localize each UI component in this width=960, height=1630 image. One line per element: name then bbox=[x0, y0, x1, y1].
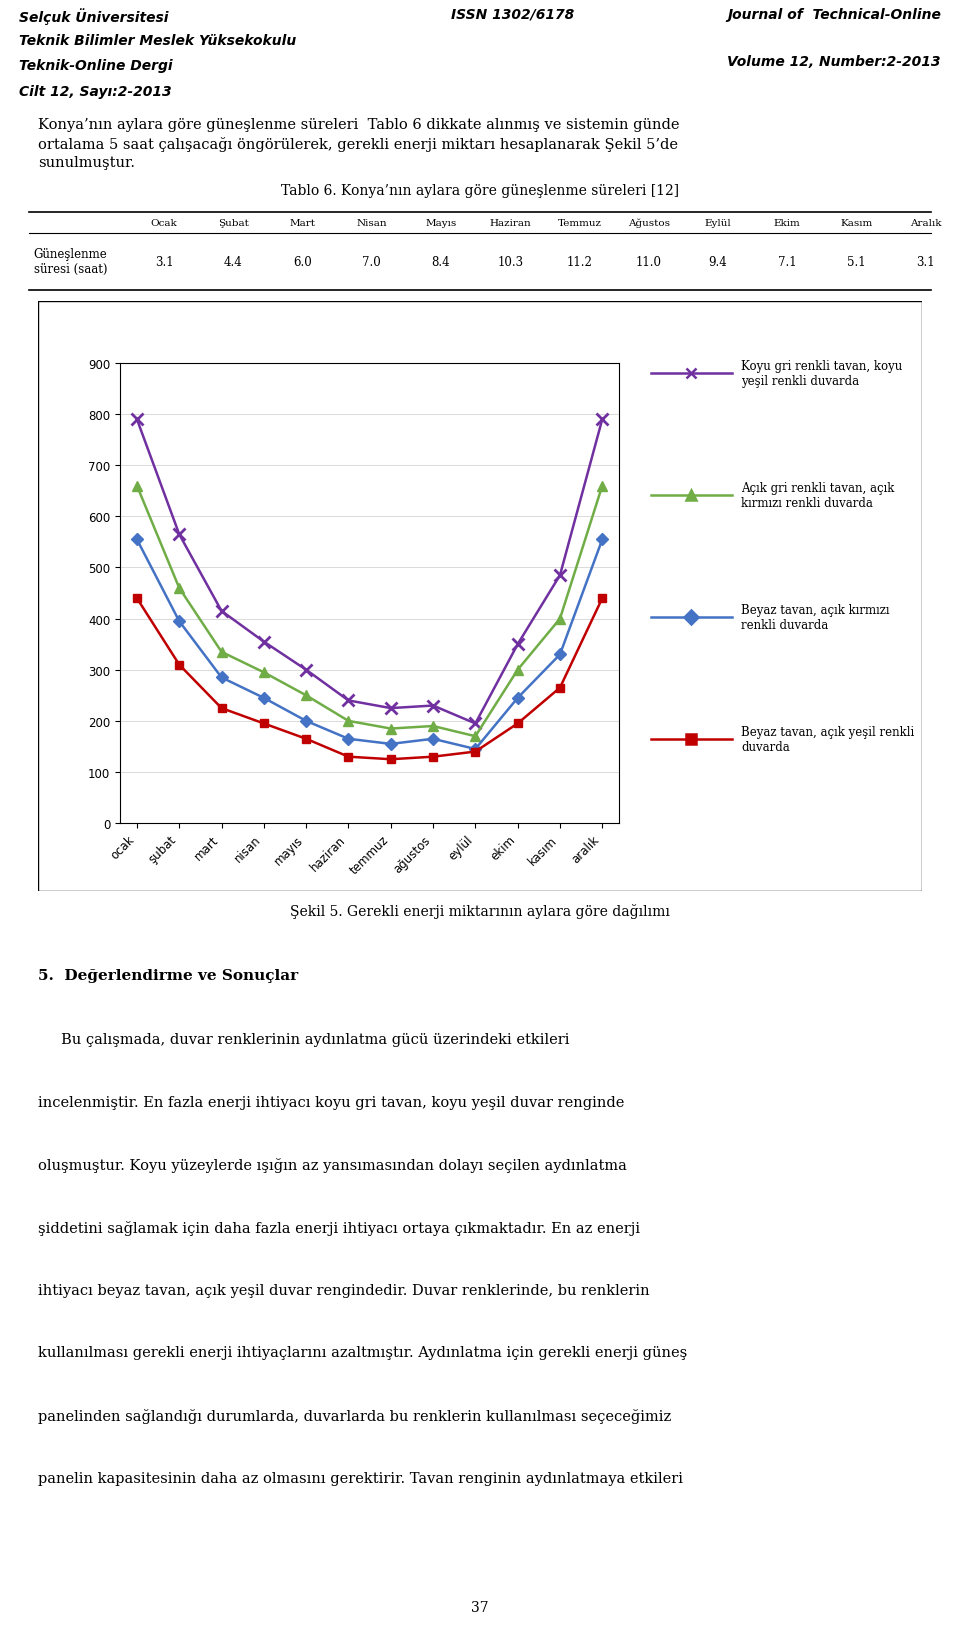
Text: 7.1: 7.1 bbox=[778, 256, 796, 269]
Text: sunulmuştur.: sunulmuştur. bbox=[38, 155, 135, 170]
Text: Beyaz tavan, açık kırmızı
renkli duvarda: Beyaz tavan, açık kırmızı renkli duvarda bbox=[741, 603, 890, 632]
Text: 3.1: 3.1 bbox=[155, 256, 174, 269]
Text: Koyu gri renkli tavan, koyu
yeşil renkli duvarda: Koyu gri renkli tavan, koyu yeşil renkli… bbox=[741, 360, 902, 388]
Text: Ekim: Ekim bbox=[774, 218, 801, 228]
Text: 3.1: 3.1 bbox=[916, 256, 935, 269]
Text: panelinden sağlandığı durumlarda, duvarlarda bu renklerin kullanılması seçeceğim: panelinden sağlandığı durumlarda, duvarl… bbox=[38, 1408, 672, 1423]
Text: Güneşlenme: Güneşlenme bbox=[34, 248, 108, 261]
Text: 6.0: 6.0 bbox=[293, 256, 312, 269]
Text: 7.0: 7.0 bbox=[363, 256, 381, 269]
Text: Mayıs: Mayıs bbox=[425, 218, 457, 228]
Text: Eylül: Eylül bbox=[705, 218, 732, 228]
Text: Konya’nın aylara göre güneşlenme süreleri  Tablo 6 dikkate alınmış ve sistemin g: Konya’nın aylara göre güneşlenme süreler… bbox=[38, 117, 680, 132]
Text: Mart: Mart bbox=[290, 218, 316, 228]
Text: Nisan: Nisan bbox=[356, 218, 387, 228]
Text: şiddetini sağlamak için daha fazla enerji ihtiyacı ortaya çıkmaktadır. En az ene: şiddetini sağlamak için daha fazla enerj… bbox=[38, 1221, 640, 1236]
Text: Bu çalışmada, duvar renklerinin aydınlatma gücü üzerindeki etkileri: Bu çalışmada, duvar renklerinin aydınlat… bbox=[38, 1032, 570, 1046]
Text: 11.0: 11.0 bbox=[636, 256, 661, 269]
Text: Cilt 12, Sayı:2-2013: Cilt 12, Sayı:2-2013 bbox=[19, 85, 172, 99]
Text: süresi (saat): süresi (saat) bbox=[34, 262, 108, 275]
Text: Beyaz tavan, açık yeşil renkli
duvarda: Beyaz tavan, açık yeşil renkli duvarda bbox=[741, 725, 915, 755]
Text: Haziran: Haziran bbox=[490, 218, 531, 228]
Text: Ağustos: Ağustos bbox=[628, 218, 670, 228]
Text: 5.  Değerlendirme ve Sonuçlar: 5. Değerlendirme ve Sonuçlar bbox=[38, 968, 299, 983]
Text: Teknik-Online Dergi: Teknik-Online Dergi bbox=[19, 59, 173, 73]
Text: 9.4: 9.4 bbox=[708, 256, 727, 269]
Text: Tablo 6. Konya’nın aylara göre güneşlenme süreleri [12]: Tablo 6. Konya’nın aylara göre güneşlenm… bbox=[281, 184, 679, 199]
Text: ortalama 5 saat çalışacağı öngörülerek, gerekli enerji miktarı hesaplanarak Şeki: ortalama 5 saat çalışacağı öngörülerek, … bbox=[38, 137, 679, 152]
Text: panelin kapasitesinin daha az olmasını gerektirir. Tavan renginin aydınlatmaya e: panelin kapasitesinin daha az olmasını g… bbox=[38, 1470, 684, 1485]
Text: Şekil 5. Gerekli enerji miktarının aylara göre dağılımı: Şekil 5. Gerekli enerji miktarının aylar… bbox=[290, 905, 670, 919]
Text: 8.4: 8.4 bbox=[432, 256, 450, 269]
Text: Volume 12, Number:2-2013: Volume 12, Number:2-2013 bbox=[728, 55, 941, 68]
Text: Teknik Bilimler Meslek Yüksekokulu: Teknik Bilimler Meslek Yüksekokulu bbox=[19, 34, 297, 47]
Text: Aralık: Aralık bbox=[910, 218, 941, 228]
Text: 10.3: 10.3 bbox=[497, 256, 523, 269]
Text: 37: 37 bbox=[471, 1601, 489, 1614]
Text: Kasım: Kasım bbox=[840, 218, 873, 228]
Text: oluşmuştur. Koyu yüzeylerde ışığın az yansımasından dolayı seçilen aydınlatma: oluşmuştur. Koyu yüzeylerde ışığın az ya… bbox=[38, 1157, 627, 1172]
Text: 11.2: 11.2 bbox=[566, 256, 592, 269]
Text: 4.4: 4.4 bbox=[224, 256, 243, 269]
Text: Selçuk Üniversitesi: Selçuk Üniversitesi bbox=[19, 8, 169, 24]
Text: Journal of  Technical-Online: Journal of Technical-Online bbox=[727, 8, 941, 21]
Text: 5.1: 5.1 bbox=[847, 256, 866, 269]
Text: Temmuz: Temmuz bbox=[558, 218, 601, 228]
Text: Ocak: Ocak bbox=[151, 218, 178, 228]
Text: kullanılması gerekli enerji ihtiyaçlarını azaltmıştır. Aydınlatma için gerekli e: kullanılması gerekli enerji ihtiyaçların… bbox=[38, 1346, 687, 1359]
Text: ihtiyacı beyaz tavan, açık yeşil duvar rengindedir. Duvar renklerinde, bu renkle: ihtiyacı beyaz tavan, açık yeşil duvar r… bbox=[38, 1283, 650, 1297]
Text: Şubat: Şubat bbox=[218, 218, 249, 228]
Text: incelenmiştir. En fazla enerji ihtiyacı koyu gri tavan, koyu yeşil duvar rengind: incelenmiştir. En fazla enerji ihtiyacı … bbox=[38, 1095, 625, 1108]
Text: Açık gri renkli tavan, açık
kırmızı renkli duvarda: Açık gri renkli tavan, açık kırmızı renk… bbox=[741, 482, 895, 510]
Text: ISSN 1302/6178: ISSN 1302/6178 bbox=[451, 8, 574, 21]
